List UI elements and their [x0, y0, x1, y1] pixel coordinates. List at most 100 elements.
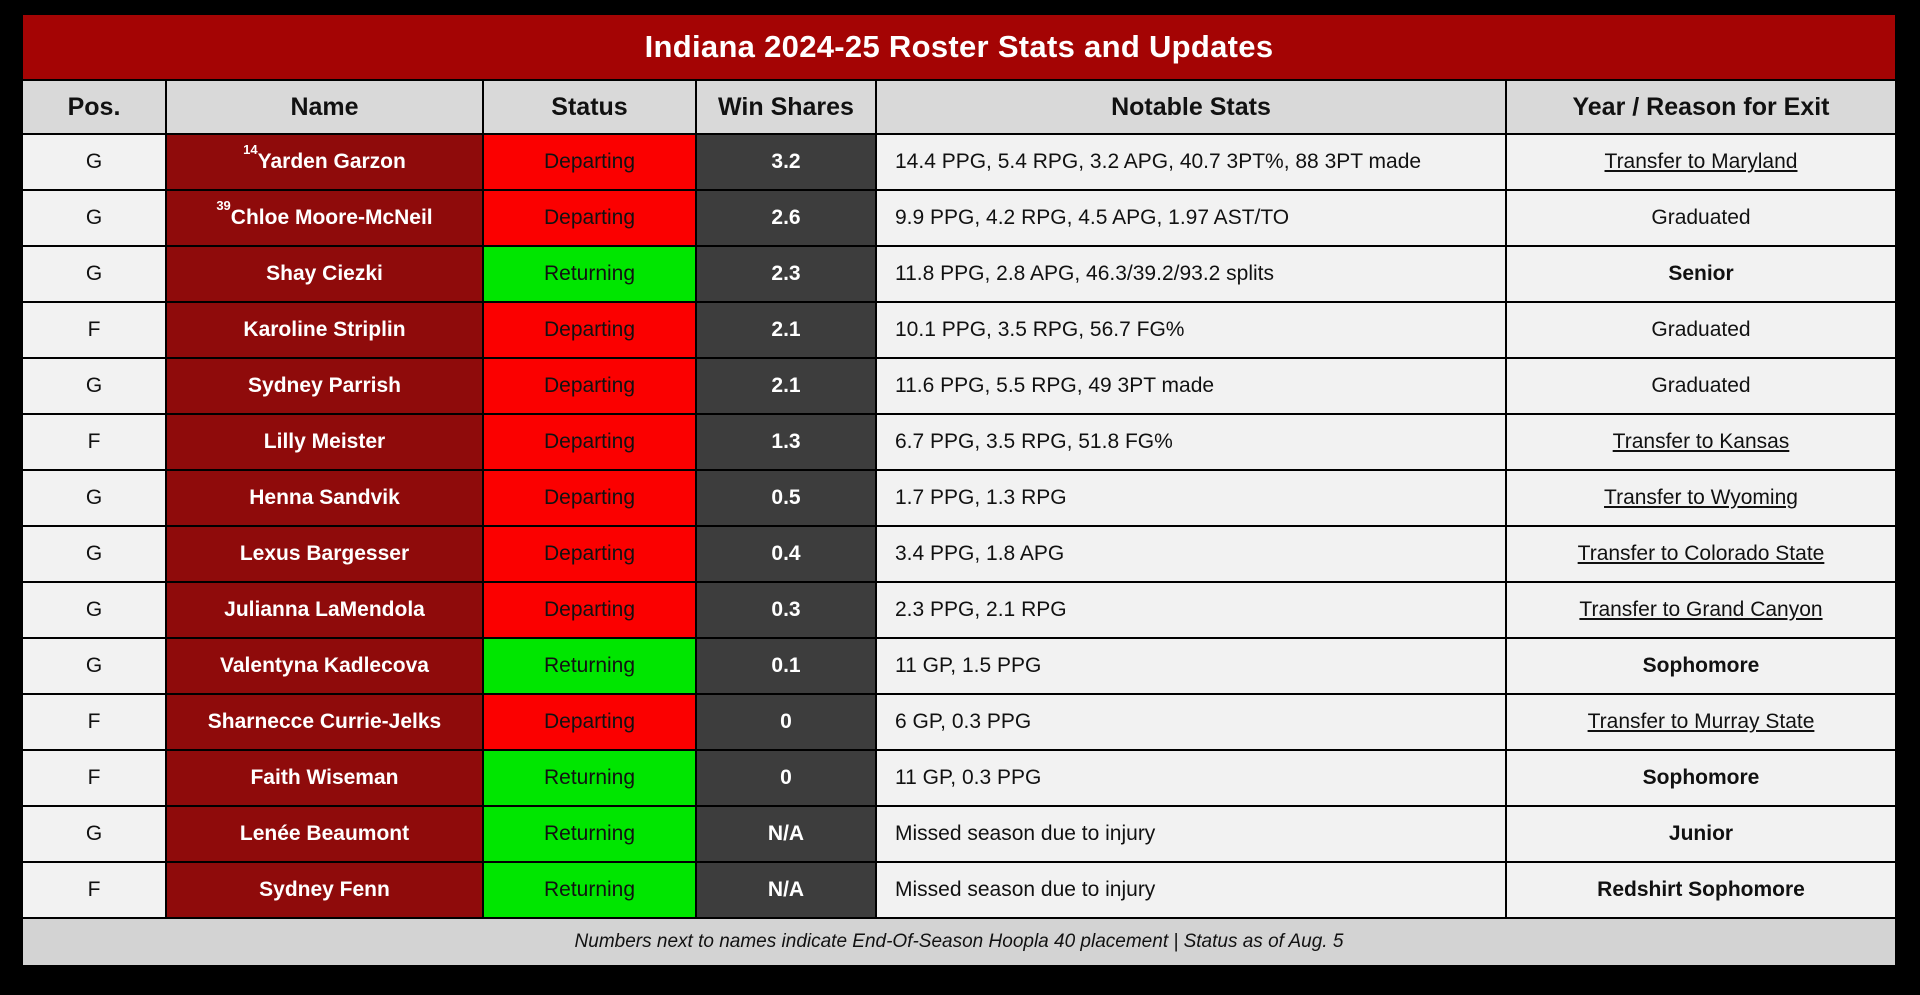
table-row: G Lexus Bargesser Departing 0.4 3.4 PPG,…	[23, 527, 1895, 581]
win-shares-cell: 3.2	[697, 135, 875, 189]
player-name: Sharnecce Currie-Jelks	[207, 710, 442, 733]
position-cell: F	[23, 415, 165, 469]
player-name: Henna Sandvik	[249, 486, 400, 509]
player-name-text: 14Yarden Garzon	[243, 143, 406, 174]
exit-cell: Senior	[1507, 247, 1895, 301]
exit-cell: Sophomore	[1507, 639, 1895, 693]
win-shares-cell: 0	[697, 695, 875, 749]
exit-cell-text: Transfer to Wyoming	[1604, 486, 1798, 509]
status-badge: Returning	[484, 751, 695, 805]
exit-cell-text: Transfer to Colorado State	[1577, 542, 1825, 565]
player-name-text: 39Chloe Moore-McNeil	[216, 199, 432, 230]
player-name-cell: Karoline Striplin	[167, 303, 482, 357]
position-cell: F	[23, 303, 165, 357]
table-row: G 14Yarden Garzon Departing 3.2 14.4 PPG…	[23, 135, 1895, 189]
exit-cell: Graduated	[1507, 191, 1895, 245]
exit-cell: Graduated	[1507, 359, 1895, 413]
exit-cell: Transfer to Grand Canyon	[1507, 583, 1895, 637]
win-shares-cell: 2.1	[697, 359, 875, 413]
column-header-name: Name	[167, 81, 482, 133]
player-name-text: Henna Sandvik	[249, 486, 400, 510]
page-title: Indiana 2024-25 Roster Stats and Updates	[644, 29, 1274, 64]
position-cell: G	[23, 247, 165, 301]
player-name-text: Valentyna Kadlecova	[220, 654, 429, 678]
hoopla-rank-superscript: 14	[243, 142, 258, 157]
player-name-cell: Valentyna Kadlecova	[167, 639, 482, 693]
player-name: Shay Ciezki	[266, 262, 383, 285]
position-cell: G	[23, 135, 165, 189]
exit-cell-text: Graduated	[1651, 206, 1751, 229]
notable-stats-cell: 11 GP, 1.5 PPG	[877, 639, 1505, 693]
win-shares-cell: 2.3	[697, 247, 875, 301]
notable-stats-cell: 2.3 PPG, 2.1 RPG	[877, 583, 1505, 637]
exit-cell-text: Transfer to Grand Canyon	[1579, 598, 1823, 621]
table-row: G Henna Sandvik Departing 0.5 1.7 PPG, 1…	[23, 471, 1895, 525]
notable-stats-cell: 11.8 PPG, 2.8 APG, 46.3/39.2/93.2 splits	[877, 247, 1505, 301]
roster-table: Indiana 2024-25 Roster Stats and Updates…	[20, 12, 1898, 968]
player-name: Lenée Beaumont	[239, 822, 410, 845]
exit-cell-text: Sophomore	[1642, 654, 1760, 677]
exit-cell-text: Sophomore	[1642, 766, 1760, 789]
player-name-text: Sydney Fenn	[259, 878, 390, 902]
exit-cell: Transfer to Kansas	[1507, 415, 1895, 469]
notable-stats-cell: 11.6 PPG, 5.5 RPG, 49 3PT made	[877, 359, 1505, 413]
player-name-text: Sydney Parrish	[248, 374, 401, 398]
notable-stats-cell: Missed season due to injury	[877, 807, 1505, 861]
table-row: F Lilly Meister Departing 1.3 6.7 PPG, 3…	[23, 415, 1895, 469]
status-badge: Departing	[484, 527, 695, 581]
column-header-year-reason: Year / Reason for Exit	[1507, 81, 1895, 133]
column-header-pos: Pos.	[23, 81, 165, 133]
status-badge: Departing	[484, 191, 695, 245]
exit-cell-text: Senior	[1668, 262, 1734, 285]
player-name-text: Lilly Meister	[264, 430, 385, 454]
win-shares-cell: 0	[697, 751, 875, 805]
column-header-win-shares: Win Shares	[697, 81, 875, 133]
player-name: Sydney Fenn	[259, 878, 390, 901]
win-shares-cell: N/A	[697, 807, 875, 861]
win-shares-cell: 0.4	[697, 527, 875, 581]
exit-cell-text: Graduated	[1651, 318, 1751, 341]
player-name: Valentyna Kadlecova	[220, 654, 429, 677]
player-name: Yarden Garzon	[257, 150, 406, 173]
player-name-cell: Lilly Meister	[167, 415, 482, 469]
table-body: G 14Yarden Garzon Departing 3.2 14.4 PPG…	[23, 135, 1895, 917]
player-name-cell: 39Chloe Moore-McNeil	[167, 191, 482, 245]
status-badge: Departing	[484, 415, 695, 469]
notable-stats-cell: 6.7 PPG, 3.5 RPG, 51.8 FG%	[877, 415, 1505, 469]
player-name: Lexus Bargesser	[239, 542, 410, 565]
exit-cell-text: Transfer to Kansas	[1612, 430, 1790, 453]
player-name-text: Karoline Striplin	[243, 318, 405, 342]
table-row: G Lenée Beaumont Returning N/A Missed se…	[23, 807, 1895, 861]
notable-stats-cell: 11 GP, 0.3 PPG	[877, 751, 1505, 805]
notable-stats-cell: 6 GP, 0.3 PPG	[877, 695, 1505, 749]
win-shares-cell: 1.3	[697, 415, 875, 469]
exit-cell-text: Transfer to Maryland	[1604, 150, 1798, 173]
win-shares-cell: 0.5	[697, 471, 875, 525]
exit-cell: Graduated	[1507, 303, 1895, 357]
win-shares-cell: 0.3	[697, 583, 875, 637]
player-name: Lilly Meister	[263, 430, 386, 453]
exit-cell: Transfer to Maryland	[1507, 135, 1895, 189]
position-cell: G	[23, 359, 165, 413]
notable-stats-cell: 1.7 PPG, 1.3 RPG	[877, 471, 1505, 525]
player-name-text: Julianna LaMendola	[224, 598, 425, 622]
player-name-cell: Sharnecce Currie-Jelks	[167, 695, 482, 749]
notable-stats-cell: 14.4 PPG, 5.4 RPG, 3.2 APG, 40.7 3PT%, 8…	[877, 135, 1505, 189]
status-badge: Departing	[484, 359, 695, 413]
exit-cell: Sophomore	[1507, 751, 1895, 805]
status-badge: Departing	[484, 695, 695, 749]
notable-stats-cell: 10.1 PPG, 3.5 RPG, 56.7 FG%	[877, 303, 1505, 357]
table-row: F Karoline Striplin Departing 2.1 10.1 P…	[23, 303, 1895, 357]
exit-cell-text: Graduated	[1651, 374, 1751, 397]
exit-cell-text: Transfer to Murray State	[1587, 710, 1815, 733]
status-badge: Departing	[484, 471, 695, 525]
title-banner: Indiana 2024-25 Roster Stats and Updates	[23, 15, 1895, 79]
notable-stats-cell: 3.4 PPG, 1.8 APG	[877, 527, 1505, 581]
notable-stats-cell: Missed season due to injury	[877, 863, 1505, 917]
status-badge: Departing	[484, 135, 695, 189]
player-name-cell: 14Yarden Garzon	[167, 135, 482, 189]
player-name-cell: Shay Ciezki	[167, 247, 482, 301]
exit-cell: Transfer to Wyoming	[1507, 471, 1895, 525]
win-shares-cell: 2.6	[697, 191, 875, 245]
